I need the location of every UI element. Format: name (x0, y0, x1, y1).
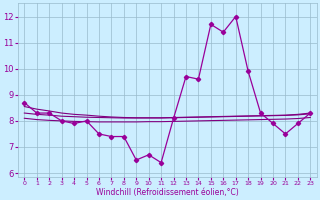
X-axis label: Windchill (Refroidissement éolien,°C): Windchill (Refroidissement éolien,°C) (96, 188, 239, 197)
